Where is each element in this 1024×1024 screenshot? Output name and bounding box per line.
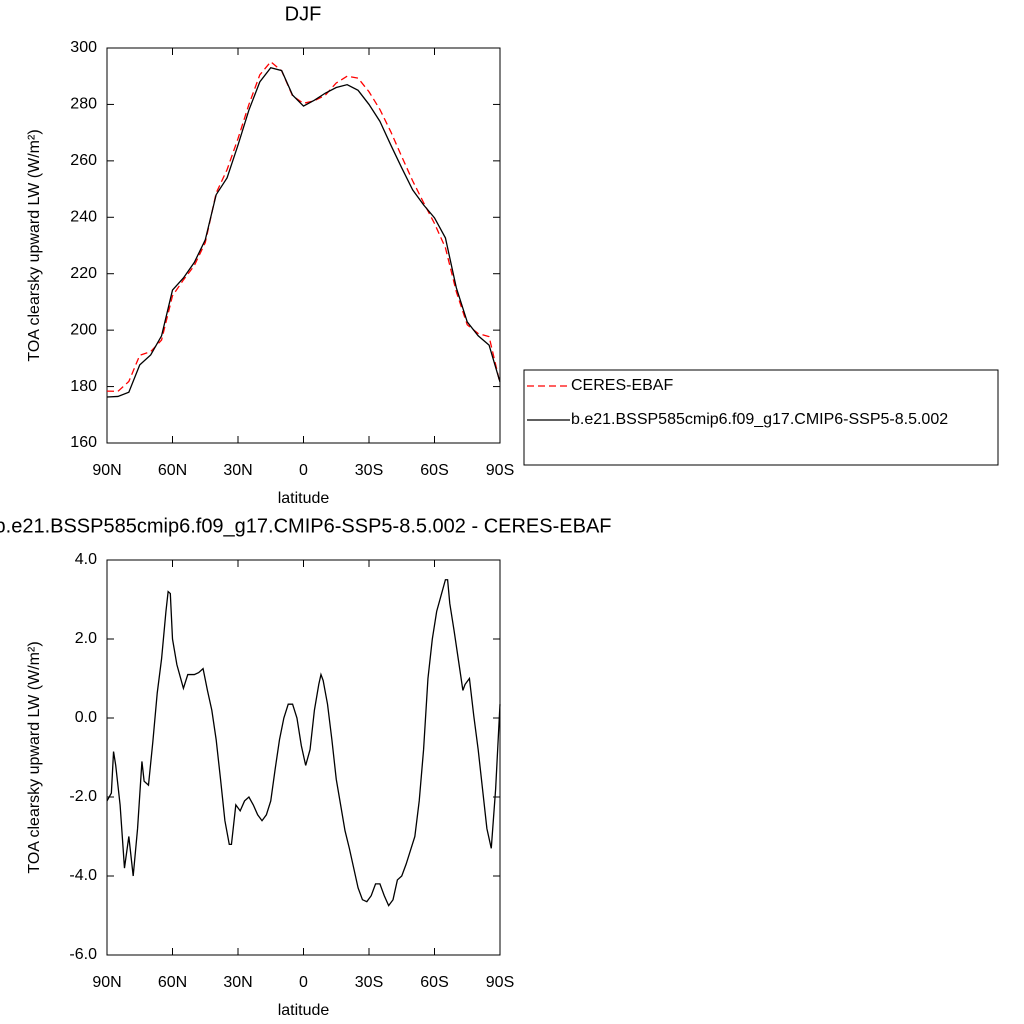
x-tick-label: 90S xyxy=(486,462,514,479)
x-tick-label: 90N xyxy=(92,974,121,991)
y-tick-label: -2.0 xyxy=(69,788,97,805)
x-tick-label: 30N xyxy=(223,974,252,991)
y-tick-label: -4.0 xyxy=(69,867,97,884)
x-axis-label: latitude xyxy=(278,1002,330,1019)
y-tick-label: -6.0 xyxy=(69,946,97,963)
y-tick-label: 0.0 xyxy=(75,709,97,726)
y-axis-label: TOA clearsky upward LW (W/m²) xyxy=(26,129,43,361)
x-tick-label: 60N xyxy=(158,974,187,991)
chart-title: b.e21.BSSP585cmip6.f09_g17.CMIP6-SSP5-8.… xyxy=(0,515,611,537)
y-tick-label: 260 xyxy=(70,152,97,169)
y-tick-label: 4.0 xyxy=(75,551,97,568)
y-tick-label: 180 xyxy=(70,378,97,395)
y-axis-label: TOA clearsky upward LW (W/m²) xyxy=(26,641,43,873)
x-tick-label: 30S xyxy=(355,462,383,479)
legend-box xyxy=(523,369,999,466)
x-axis-label: latitude xyxy=(278,490,330,507)
y-tick-label: 220 xyxy=(70,265,97,282)
y-tick-label: 2.0 xyxy=(75,630,97,647)
legend-label: b.e21.BSSP585cmip6.f09_g17.CMIP6-SSP5-8.… xyxy=(571,411,948,428)
y-tick-label: 160 xyxy=(70,434,97,451)
data-line xyxy=(106,579,501,907)
x-tick-label: 60N xyxy=(158,462,187,479)
data-line xyxy=(106,67,501,398)
y-tick-label: 240 xyxy=(70,209,97,226)
legend-label: CERES-EBAF xyxy=(571,377,673,394)
chart-title: DJF xyxy=(285,3,322,25)
y-tick-label: 200 xyxy=(70,321,97,338)
x-tick-label: 0 xyxy=(299,974,308,991)
y-tick-label: 280 xyxy=(70,96,97,113)
x-tick-label: 30S xyxy=(355,974,383,991)
y-tick-label: 300 xyxy=(70,39,97,56)
x-tick-label: 60S xyxy=(420,974,448,991)
plot-frame xyxy=(106,47,501,444)
x-tick-label: 30N xyxy=(223,462,252,479)
x-tick-label: 90S xyxy=(486,974,514,991)
x-tick-label: 90N xyxy=(92,462,121,479)
x-tick-label: 0 xyxy=(299,462,308,479)
data-line xyxy=(106,60,501,393)
x-tick-label: 60S xyxy=(420,462,448,479)
